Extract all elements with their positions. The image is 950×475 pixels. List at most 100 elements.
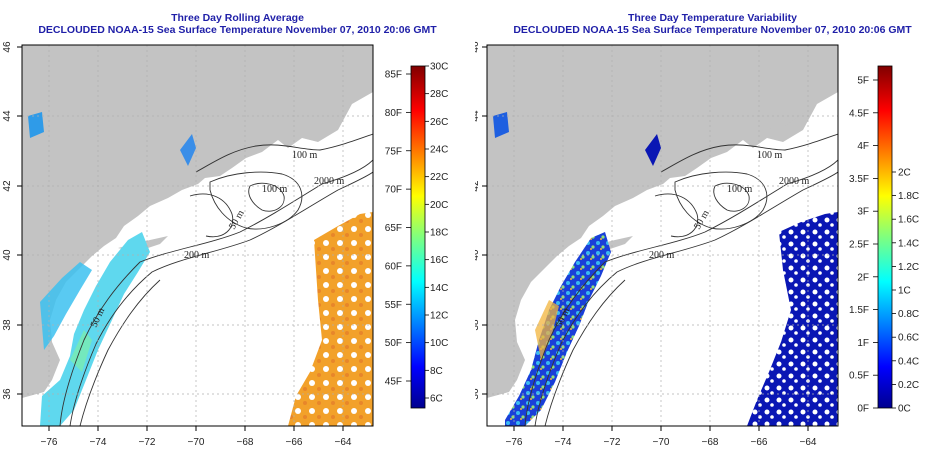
x-tick-label: −76 [41, 437, 58, 448]
colorbar-label: 20C [430, 200, 448, 211]
sst-gulf-maine-patch [180, 134, 196, 166]
colorbar [410, 65, 426, 409]
bathymetry-contours [59, 133, 373, 426]
x-tick-label: −74 [555, 437, 572, 448]
x-tick-label: −68 [237, 437, 254, 448]
colorbar-label: 60F [385, 261, 402, 272]
sst-average-map: 100 m 100 m 2000 m 50 m 200 m 50 m −76 −… [2, 41, 448, 448]
sst-average-panel: Three Day Rolling Average DECLOUDED NOAA… [2, 12, 448, 448]
map-subtitle: DECLOUDED NOAA-15 Sea Surface Temperatur… [513, 24, 912, 36]
y-tick-label: 36 [2, 388, 13, 400]
colorbar-label: 0.5F [849, 371, 869, 382]
colorbar-label: 1F [857, 338, 869, 349]
colorbar-label: 26C [430, 117, 448, 128]
colorbar-label: 0F [857, 404, 869, 415]
contour-label: 200 m [649, 250, 675, 261]
colorbar-label: 5F [857, 76, 869, 87]
colorbar [877, 65, 893, 409]
sst-warm-offshore [288, 212, 373, 426]
land-mass [487, 45, 838, 398]
graticule [22, 45, 373, 426]
colorbar-label: 2F [857, 272, 869, 283]
bathymetry-contours [524, 133, 838, 426]
contour-label: 2000 m [779, 176, 810, 187]
x-tick-label: −64 [800, 437, 817, 448]
y-tick-label: 46 [2, 41, 13, 53]
colorbar-label: 0.8C [898, 309, 919, 320]
colorbar-label: 1.4C [898, 238, 919, 249]
colorbar-label: 8C [430, 366, 443, 377]
x-tick-label: −66 [286, 437, 303, 448]
x-tick-label: −74 [90, 437, 107, 448]
colorbar-label: 30C [430, 62, 448, 73]
colorbar-label: 24C [430, 145, 448, 156]
colorbar-label: 75F [385, 146, 402, 157]
colorbar-label: 0.2C [898, 380, 919, 391]
colorbar-label: 1.2C [898, 262, 919, 273]
map-title: Three Day Temperature Variability [627, 12, 798, 24]
colorbar-label: 85F [385, 70, 402, 81]
contour-label: 100 m [727, 184, 753, 195]
variability-lake-patch [493, 112, 509, 138]
y-tick-label: 38 [475, 319, 481, 331]
variability-hotspot [535, 300, 559, 360]
map-subtitle: DECLOUDED NOAA-15 Sea Surface Temperatur… [38, 24, 437, 36]
colorbar-label: 1C [898, 286, 911, 297]
map-frame [21, 44, 374, 427]
colorbar-label: 1.5F [849, 305, 869, 316]
colorbar-fahrenheit-labels: 5F 4.5F 4F 3.5F 3F 2.5F 2F 1.5F 1F 0.5F 0F [849, 76, 878, 415]
colorbar-label: 22C [430, 172, 448, 183]
contour-label: 100 m [757, 150, 783, 161]
colorbar-label: 28C [430, 89, 448, 100]
y-tick-label: 42 [2, 180, 13, 192]
x-tick-label: −66 [751, 437, 768, 448]
contour-label: 100 m [262, 184, 288, 195]
colorbar-label: 0C [898, 404, 911, 415]
x-tick-label: −68 [702, 437, 719, 448]
x-tick-label: −72 [139, 437, 156, 448]
sst-variability-map: 100 m 100 m 2000 m 50 m 200 m 50 m −76 −… [475, 41, 919, 448]
x-tick-label: −76 [506, 437, 523, 448]
colorbar-label: 1.6C [898, 215, 919, 226]
y-tick-label: 36 [475, 388, 481, 400]
colorbar-label: 45F [385, 377, 402, 388]
colorbar-label: 4.5F [849, 108, 869, 119]
y-tick-label: 44 [2, 110, 13, 122]
y-tick-label: 38 [2, 319, 13, 331]
map-title: Three Day Rolling Average [171, 12, 304, 24]
map-frame [486, 44, 839, 427]
nova-scotia [733, 86, 811, 130]
colorbar-label: 0.6C [898, 333, 919, 344]
colorbar-celsius-labels: 2C 1.8C 1.6C 1.4C 1.2C 1C 0.8C 0.6C 0.4C 0.2C 0C [892, 168, 919, 415]
colorbar-label: 50F [385, 338, 402, 349]
colorbar-label: 70F [385, 185, 402, 196]
x-tick-label: −64 [335, 437, 352, 448]
colorbar-label: 1.8C [898, 191, 919, 202]
variability-coastal-swath [505, 232, 611, 426]
y-tick-label: 42 [475, 180, 481, 192]
colorbar-fahrenheit-labels: 85F 80F 75F 70F 65F 60F 55F 50F 45F [385, 70, 411, 388]
colorbar-label: 3.5F [849, 174, 869, 185]
y-tick-label: 46 [475, 41, 481, 53]
colorbar-label: 2.5F [849, 240, 869, 251]
graticule [487, 45, 838, 426]
colorbar-label: 4F [857, 141, 869, 152]
x-tick-label: −70 [188, 437, 205, 448]
y-tick-label: 40 [2, 249, 13, 261]
y-tick-label: 44 [475, 110, 481, 122]
sst-variability-panel: Three Day Temperature Variability DECLOU… [475, 0, 950, 475]
variability-offshore [747, 212, 838, 426]
x-tick-label: −72 [604, 437, 621, 448]
colorbar-label: 18C [430, 228, 448, 239]
colorbar-label: 0.4C [898, 356, 919, 367]
variability-gulf-maine-patch [645, 134, 661, 166]
contour-label: 200 m [184, 250, 210, 261]
sst-maine-lake-patch [28, 112, 44, 138]
colorbar-label: 6C [430, 394, 443, 405]
colorbar-label: 12C [430, 311, 448, 322]
colorbar-label: 65F [385, 223, 402, 234]
colorbar-label: 16C [430, 255, 448, 266]
colorbar-label: 3F [857, 207, 869, 218]
contour-label: 100 m [292, 150, 318, 161]
land-mass [22, 45, 373, 398]
